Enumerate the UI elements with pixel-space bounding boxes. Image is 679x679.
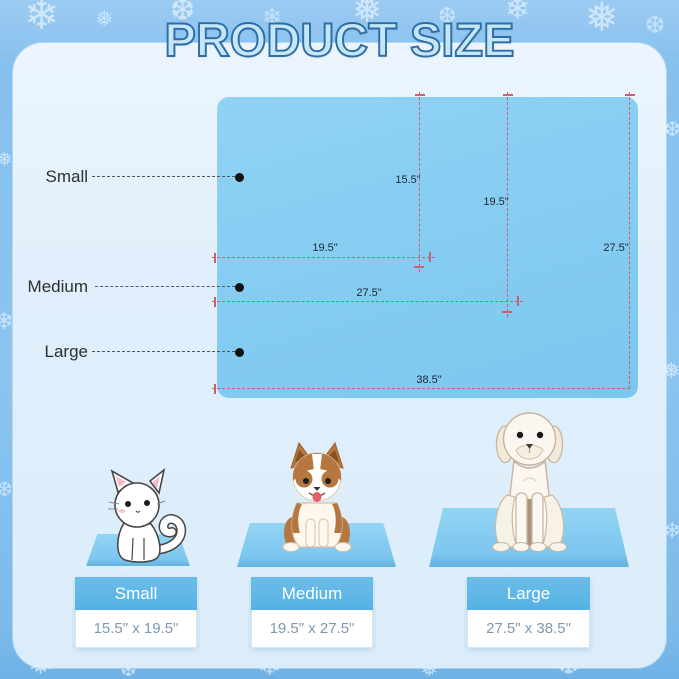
dimension-label-large-width: 38.5": [416, 374, 442, 386]
dimension-line-medium-height: [507, 92, 508, 317]
dimension-line-large-height: [629, 92, 630, 389]
dimension-tick: [625, 94, 635, 96]
dimension-label-small-width: 19.5": [312, 242, 338, 254]
page-title: PRODUCT SIZE: [164, 12, 516, 67]
snowflake-icon: [0, 310, 14, 334]
dimension-line-large-width: [212, 388, 630, 389]
size-card-large-dimensions: 27.5" x 38.5": [467, 610, 590, 648]
size-card-medium-dimensions: 19.5" x 27.5": [251, 610, 373, 648]
dimension-tick: [502, 311, 512, 313]
size-row-label-medium: Medium: [27, 277, 88, 296]
size-card-small-dimensions: 15.5" x 19.5": [75, 610, 197, 648]
size-marker-dot-medium: [235, 283, 244, 292]
dimension-tick: [214, 297, 216, 307]
cat-icon: [108, 468, 187, 563]
size-row-label-large: Large: [44, 342, 88, 361]
dimension-label-medium-height: 19.5": [483, 196, 509, 208]
leader-line-medium: [95, 286, 235, 287]
size-card-small: Small 15.5" x 19.5": [75, 577, 197, 648]
corgi-dog-icon: [282, 441, 352, 552]
white-dog-icon: [492, 412, 567, 552]
snowflake-icon: [0, 480, 13, 500]
size-card-small-title: Small: [75, 577, 197, 610]
size-row-label-small: Small: [45, 167, 88, 186]
dimension-line-small-width: [212, 257, 435, 258]
dimension-tick: [517, 296, 519, 306]
size-card-medium-title: Medium: [251, 577, 373, 610]
size-card-large-title: Large: [467, 577, 590, 610]
size-marker-dot-large: [235, 348, 244, 357]
dimension-tick: [429, 252, 431, 262]
dimension-tick: [214, 253, 216, 263]
leader-line-small: [92, 176, 235, 177]
dimension-label-large-height: 27.5": [603, 242, 629, 254]
size-card-large: Large 27.5" x 38.5": [467, 577, 590, 648]
leader-line-large: [92, 351, 235, 352]
size-marker-dot-small: [235, 173, 244, 182]
size-card-medium: Medium 19.5" x 27.5": [251, 577, 373, 648]
dimension-label-small-height: 15.5": [395, 174, 421, 186]
dimension-tick: [503, 94, 513, 96]
dimension-tick: [415, 94, 425, 96]
cooling-mat-diagram: [217, 97, 638, 398]
dimension-tick: [414, 266, 424, 268]
dimension-line-small-height: [419, 92, 420, 272]
dimension-tick: [214, 384, 216, 394]
dimension-label-medium-width: 27.5": [356, 287, 382, 299]
snowflake-icon: [664, 120, 679, 140]
dimension-line-medium-width: [212, 301, 523, 302]
